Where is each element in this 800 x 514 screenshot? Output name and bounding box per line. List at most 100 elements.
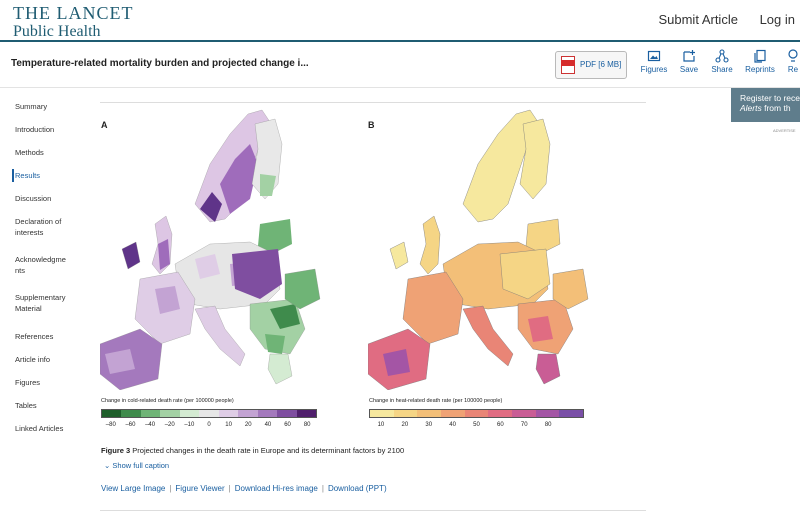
legend-a-tick-label: –10	[184, 422, 195, 428]
legend-a-tick-label: 20	[244, 422, 252, 428]
legend-a-swatch	[179, 410, 200, 417]
divider	[100, 510, 646, 511]
figure-viewer-link[interactable]: Figure Viewer	[175, 484, 225, 493]
figure-caption: Figure 3 Projected changes in the death …	[101, 446, 404, 455]
legend-b-swatch	[417, 410, 442, 417]
legend-a-tick-label: 40	[264, 422, 272, 428]
share-icon	[715, 49, 729, 63]
legend-b-tick-label: 40	[449, 422, 456, 428]
legend-a-swatch	[218, 410, 239, 417]
sidebar-item-supplementary[interactable]: Supplementary Material	[15, 293, 66, 313]
panel-b-label: B	[368, 120, 375, 130]
image-icon	[647, 50, 661, 62]
download-ppt-link[interactable]: Download (PPT)	[327, 484, 387, 493]
reprints-label: Reprints	[745, 65, 775, 74]
legend-b-tick-label: 30	[425, 422, 433, 428]
advertisement-label: ADVERTISE	[773, 128, 796, 133]
legend-a-swatch	[140, 410, 161, 417]
save-icon	[683, 50, 695, 62]
sidebar-item-introduction[interactable]: Introduction	[15, 125, 55, 134]
legend-b-tick-label: 60	[497, 422, 504, 428]
legend-a-tick-label: –60	[125, 422, 136, 428]
chevron-down-icon: ⌄	[104, 461, 111, 470]
sidebar-item-acknowledgments[interactable]: Acknowledgme nts	[15, 255, 66, 275]
request-button[interactable]: Re	[778, 49, 800, 74]
legend-a-title: Change in cold-related death rate (per 1…	[101, 398, 234, 404]
legend-b-swatch	[535, 410, 560, 417]
request-label: Re	[787, 65, 799, 74]
logo-line-1: THE LANCET	[13, 3, 134, 23]
legend-a-tick-label: 10	[225, 422, 232, 428]
divider	[100, 102, 646, 103]
download-hires-link[interactable]: Download Hi-res image	[234, 484, 318, 493]
view-large-image-link[interactable]: View Large Image	[101, 484, 166, 493]
sidebar-item-summary[interactable]: Summary	[15, 102, 48, 111]
legend-b-swatch	[464, 410, 489, 417]
pdf-download-button[interactable]: PDF [6 MB]	[555, 51, 627, 79]
cold-death-rate-map[interactable]	[100, 104, 360, 390]
save-button[interactable]: Save	[669, 49, 709, 74]
request-icon	[788, 49, 798, 62]
share-label: Share	[711, 65, 733, 74]
sidebar-item-discussion[interactable]: Discussion	[15, 194, 52, 203]
heat-death-rate-map[interactable]	[368, 104, 628, 390]
legend-b-swatch	[559, 410, 584, 417]
pdf-icon	[561, 56, 575, 74]
sidebar-item-results[interactable]: Results	[0, 169, 40, 182]
register-alerts-banner[interactable]: Register to rece Alerts from th	[731, 88, 800, 122]
legend-a-tick-label: –40	[145, 422, 156, 428]
sidebar-item-methods[interactable]: Methods	[15, 148, 44, 157]
legend-a-tick-label: 0	[207, 422, 211, 428]
reprints-button[interactable]: Reprints	[740, 49, 780, 74]
account-links: Submit Article Log in	[640, 12, 795, 27]
legend-a-swatch	[238, 410, 258, 417]
register-line-2: from th	[761, 103, 791, 113]
legend-b-tick-label: 50	[473, 422, 480, 428]
login-link[interactable]: Log in	[759, 12, 795, 27]
show-full-caption-button[interactable]: ⌄ Show full caption	[104, 461, 169, 470]
sidebar-item-declaration[interactable]: Declaration of interests	[15, 217, 62, 237]
legend-a-swatch	[102, 410, 122, 417]
legend-b-tick-label: 20	[401, 422, 409, 428]
legend-a-swatch	[199, 410, 219, 417]
share-button[interactable]: Share	[702, 49, 742, 74]
figures-label: Figures	[640, 65, 668, 74]
article-title: Temperature-related mortality burden and…	[11, 58, 309, 69]
sidebar-item-article-info[interactable]: Article info	[15, 355, 51, 364]
legend-b-title: Change in heat-related death rate (per 1…	[369, 398, 503, 404]
legend-a-colorbar	[101, 409, 317, 418]
register-alerts-word: Alerts	[740, 103, 762, 113]
legend-b-swatch	[441, 410, 465, 417]
legend-a-tick-label: 80	[303, 422, 311, 428]
caption-text: Projected changes in the death rate in E…	[132, 446, 405, 455]
sidebar-item-linked-articles[interactable]: Linked Articles	[15, 424, 64, 433]
panel-a-label: A	[101, 120, 108, 130]
legend-a-tick-label: –80	[105, 422, 116, 428]
legend-b-tick-label: 10	[377, 422, 385, 428]
legend-a-swatch	[160, 410, 180, 417]
legend-a-swatch	[277, 410, 297, 417]
pdf-label: PDF [6 MB]	[580, 60, 622, 69]
legend-a-tick-label: 60	[284, 422, 291, 428]
top-header: THE LANCET Public Health Submit Article …	[0, 0, 800, 42]
legend-b-swatch	[370, 410, 394, 417]
reprints-icon	[754, 49, 766, 63]
figure-links: View Large Image | Figure Viewer | Download …	[101, 484, 387, 493]
lancet-logo[interactable]: THE LANCET Public Health	[13, 3, 134, 41]
save-label: Save	[679, 65, 699, 74]
figures-button[interactable]: Figures	[634, 49, 674, 74]
legend-b-colorbar	[369, 409, 584, 418]
article-toolbar: Temperature-related mortality burden and…	[0, 44, 800, 88]
sidebar-item-references[interactable]: References	[15, 332, 54, 341]
legend-a-swatch	[257, 410, 278, 417]
show-caption-label: Show full caption	[112, 461, 170, 470]
submit-article-link[interactable]: Submit Article	[658, 12, 738, 27]
legend-b-tick-label: 80	[544, 422, 552, 428]
legend-a-tick-label: –20	[164, 422, 175, 428]
sidebar-item-tables[interactable]: Tables	[15, 401, 37, 410]
legend-b-tick-label: 70	[520, 422, 528, 428]
legend-b-swatch	[512, 410, 536, 417]
legend-a-swatch	[121, 410, 141, 417]
sidebar-item-figures[interactable]: Figures	[15, 378, 41, 387]
register-line-1: Register to rece	[740, 93, 800, 103]
